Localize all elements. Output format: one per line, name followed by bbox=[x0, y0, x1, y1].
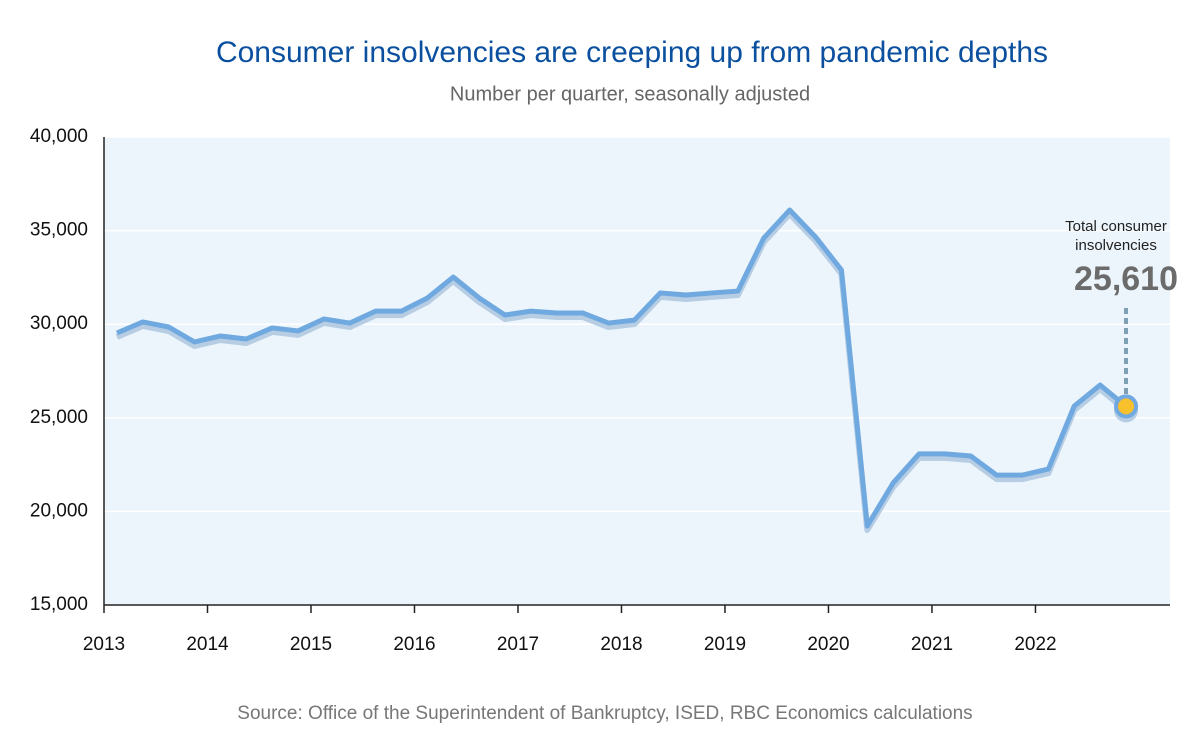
plot-background bbox=[104, 137, 1170, 605]
x-tick-label: 2018 bbox=[600, 634, 642, 655]
source: Source: Office of the Superintendent of … bbox=[237, 703, 972, 724]
x-tick-label: 2021 bbox=[911, 634, 953, 655]
x-tick-label: 2020 bbox=[807, 634, 849, 655]
marker bbox=[1114, 394, 1139, 419]
y-tick-label: 40,000 bbox=[30, 126, 88, 147]
y-tick-label: 15,000 bbox=[30, 594, 88, 615]
y-tick-label: 20,000 bbox=[30, 500, 88, 521]
y-tick-label: 35,000 bbox=[30, 220, 88, 241]
line bbox=[115, 207, 1128, 529]
value-label: 25,610 bbox=[1074, 260, 1178, 298]
x-tick-label: 2016 bbox=[393, 634, 435, 655]
x-tick-label: 2014 bbox=[186, 634, 229, 655]
annotation: Total consumer insolvencies bbox=[1065, 218, 1167, 254]
y-tick-label: 30,000 bbox=[30, 313, 88, 334]
y-tick-label: 25,000 bbox=[30, 407, 88, 428]
x-tick-label: 2013 bbox=[83, 634, 125, 655]
x-tick-label: 2019 bbox=[704, 634, 746, 655]
x-tick-label: 2017 bbox=[497, 634, 539, 655]
x-tick-label: 2022 bbox=[1014, 634, 1056, 655]
chart-subtitle: Number per quarter, seasonally adjusted bbox=[450, 83, 810, 105]
line-shadow bbox=[115, 211, 1128, 534]
chart-title: Consumer insolvencies are creeping up fr… bbox=[216, 36, 1048, 69]
x-tick-label: 2015 bbox=[290, 634, 332, 655]
